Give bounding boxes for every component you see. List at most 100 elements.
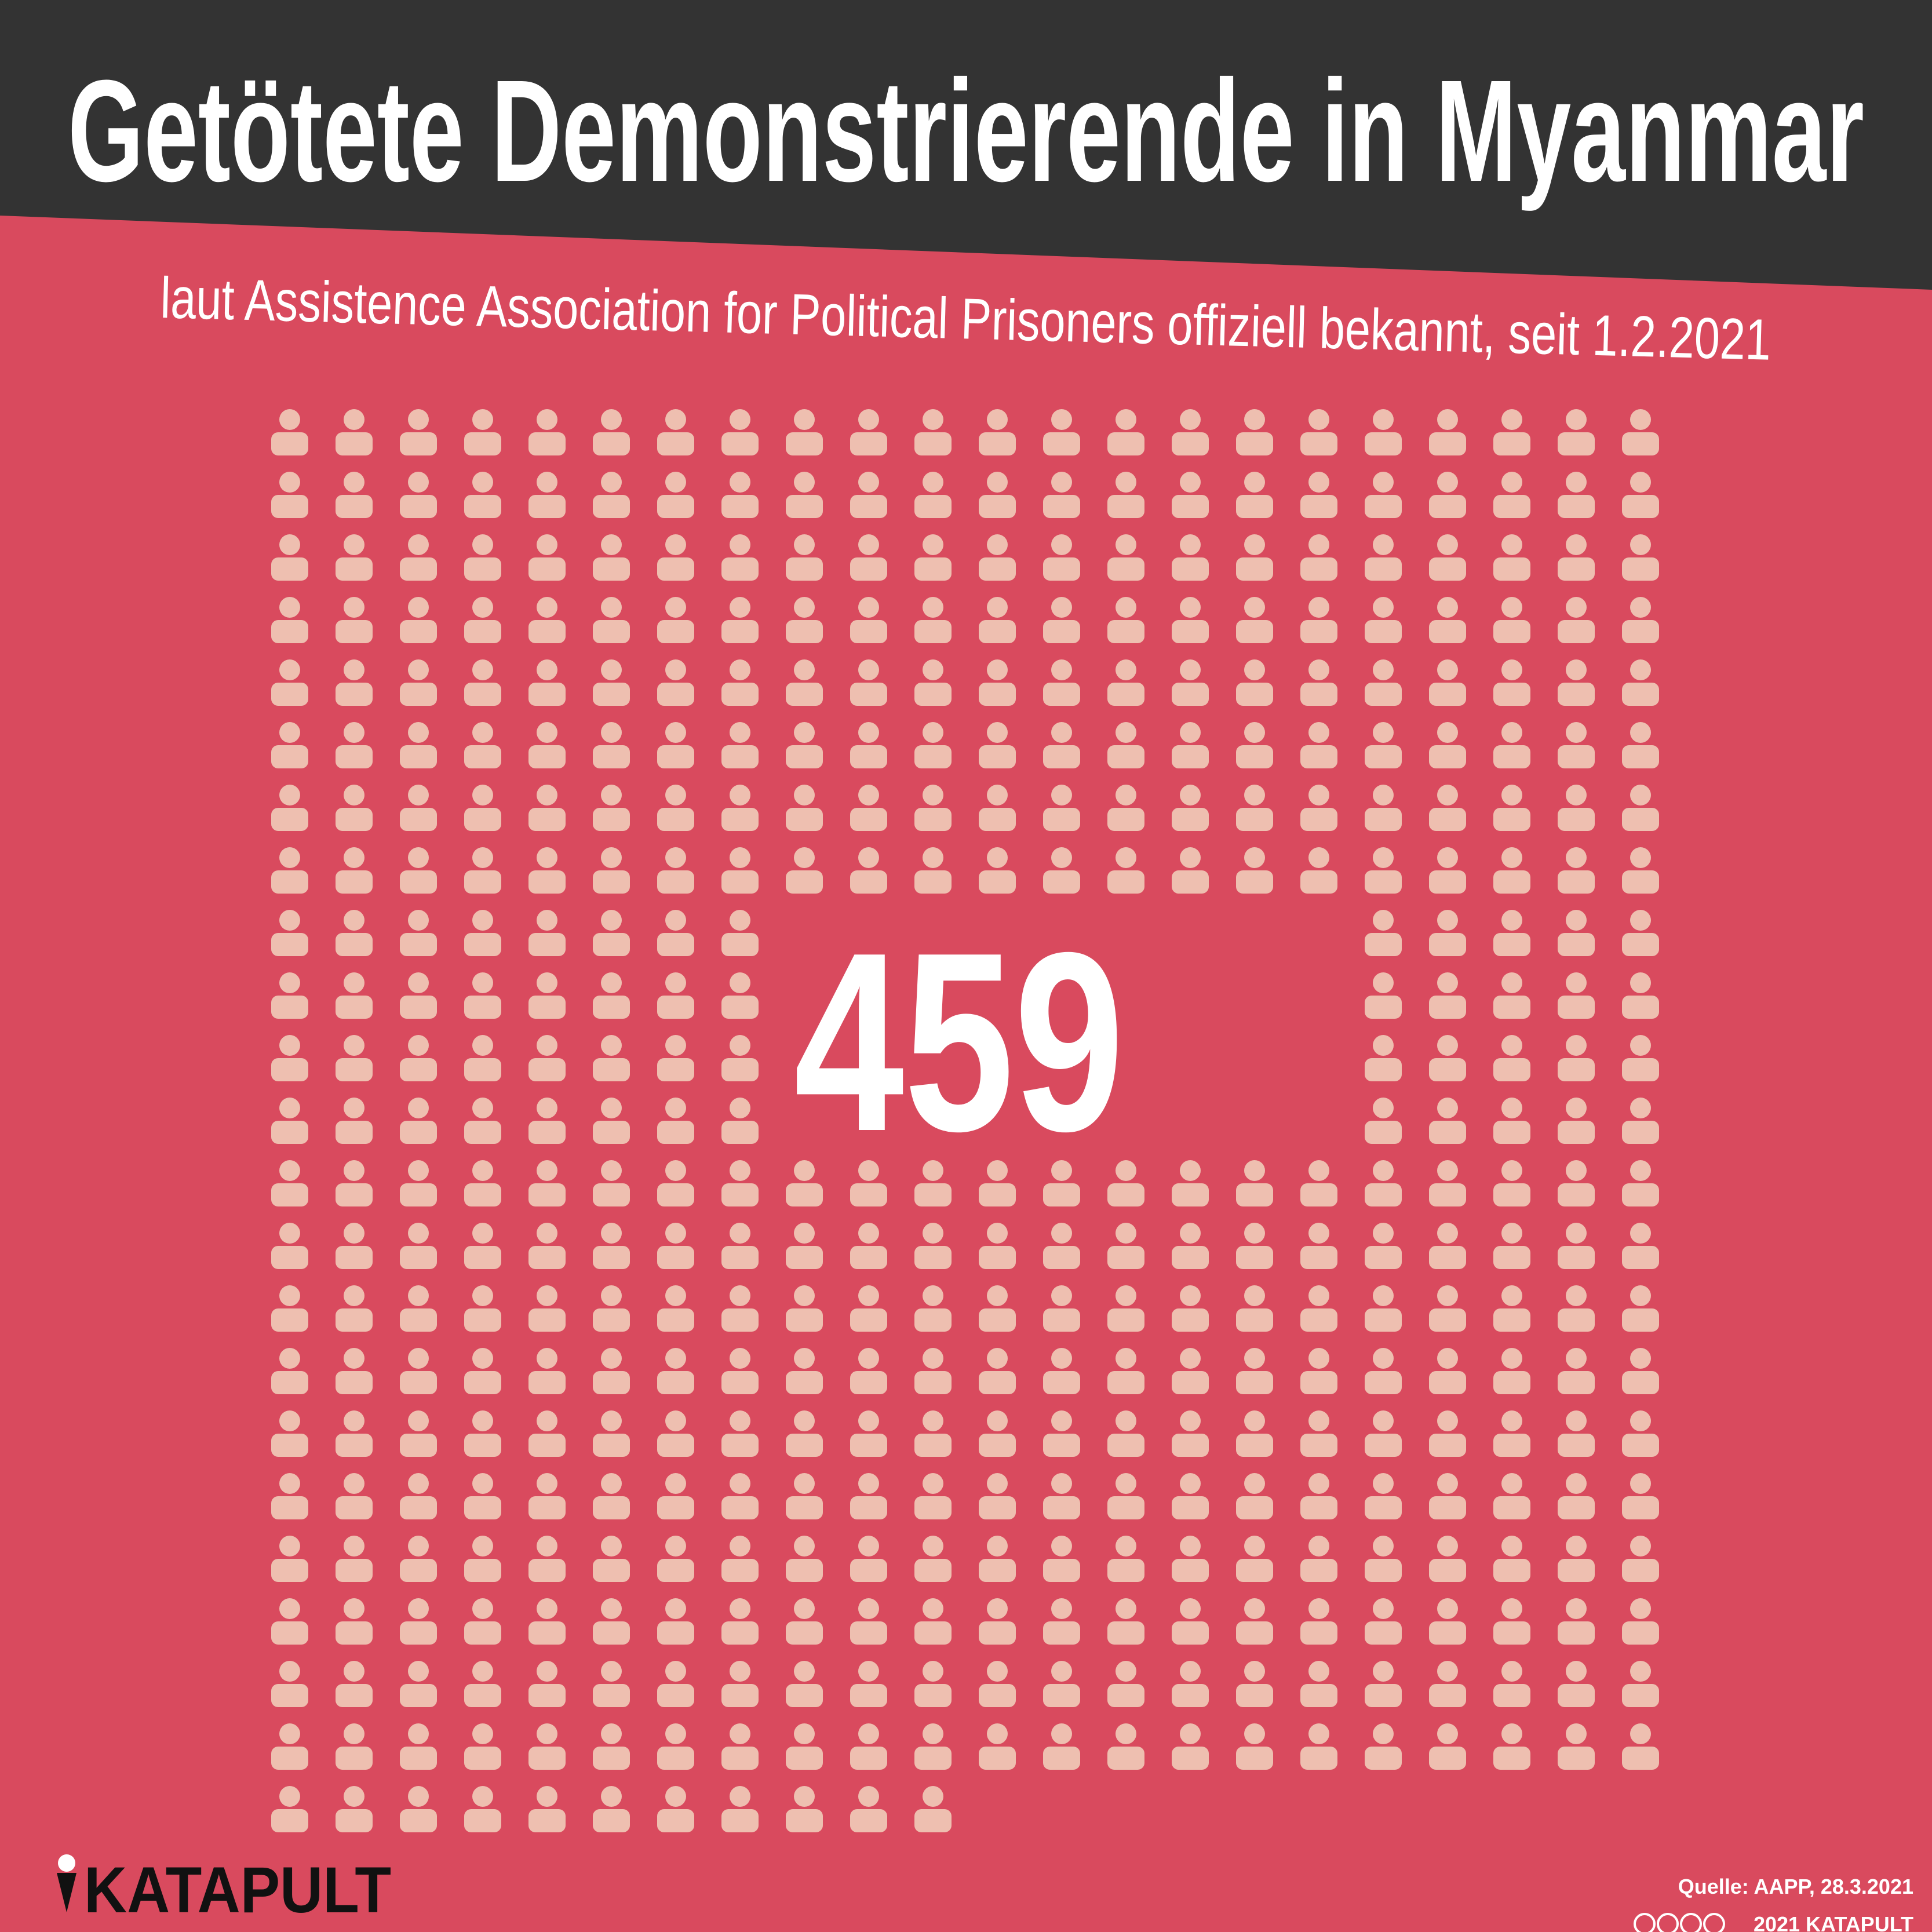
person-icon xyxy=(271,1661,308,1707)
person-body xyxy=(721,432,759,455)
person-icon xyxy=(464,972,501,1019)
person-icon xyxy=(1365,1536,1402,1582)
person-body xyxy=(400,1058,437,1081)
person-head xyxy=(1180,1410,1201,1431)
person-head xyxy=(1437,1536,1458,1556)
person-body xyxy=(1236,808,1273,831)
person-head xyxy=(923,1723,943,1744)
person-head xyxy=(279,597,300,618)
person-head xyxy=(537,534,557,555)
person-icon xyxy=(400,1348,437,1394)
person-head xyxy=(1437,1598,1458,1619)
person-head xyxy=(1180,785,1201,805)
person-body xyxy=(1622,1621,1659,1645)
person-icon xyxy=(1622,1098,1659,1144)
person-head xyxy=(601,1348,622,1369)
person-icon xyxy=(1622,910,1659,956)
person-icon xyxy=(1429,785,1466,831)
person-head xyxy=(601,659,622,680)
person-body xyxy=(528,745,566,768)
person-icon xyxy=(271,1035,308,1081)
person-head xyxy=(344,1035,364,1056)
person-head xyxy=(1437,1473,1458,1494)
person-icon xyxy=(721,597,759,643)
person-head xyxy=(408,1786,429,1807)
person-icon xyxy=(786,1723,823,1770)
person-head xyxy=(794,472,815,493)
person-body xyxy=(1558,683,1595,706)
person-icon xyxy=(593,1035,630,1081)
person-body xyxy=(400,996,437,1019)
person-body xyxy=(400,1809,437,1832)
person-icon xyxy=(593,659,630,706)
person-icon xyxy=(1172,1160,1209,1206)
person-head xyxy=(794,1786,815,1807)
person-body xyxy=(721,1434,759,1457)
person-head xyxy=(923,1223,943,1244)
person-head xyxy=(601,1223,622,1244)
person-head xyxy=(408,847,429,868)
person-head xyxy=(1244,1223,1265,1244)
person-head xyxy=(1501,1536,1522,1556)
person-icon xyxy=(1365,1098,1402,1144)
person-body xyxy=(914,1684,952,1707)
person-icon xyxy=(1172,785,1209,831)
person-body xyxy=(1429,557,1466,581)
person-icon xyxy=(1236,1473,1273,1519)
source: Quelle: AAPP, 28.3.2021 xyxy=(1678,1875,1913,1898)
person-icon xyxy=(1236,1598,1273,1645)
person-head xyxy=(472,1285,493,1306)
person-body xyxy=(1558,1308,1595,1332)
person-icon xyxy=(657,1223,694,1269)
person-body xyxy=(914,1371,952,1394)
person-head xyxy=(1630,534,1651,555)
person-body xyxy=(1429,1684,1466,1707)
person-head xyxy=(601,1160,622,1181)
person-head xyxy=(1116,659,1136,680)
person-icon xyxy=(1236,472,1273,518)
person-head xyxy=(794,1723,815,1744)
person-body xyxy=(721,1371,759,1394)
person-body xyxy=(1493,870,1530,894)
person-head xyxy=(1308,1536,1329,1556)
person-body xyxy=(400,495,437,518)
person-body xyxy=(528,1809,566,1832)
person-icon xyxy=(528,785,566,831)
person-icon xyxy=(1493,1661,1530,1707)
person-body xyxy=(1558,1559,1595,1582)
person-icon xyxy=(271,409,308,455)
person-head xyxy=(472,1661,493,1682)
person-head xyxy=(665,722,686,743)
person-head xyxy=(1566,1536,1587,1556)
person-head xyxy=(665,1348,686,1369)
person-head xyxy=(537,1223,557,1244)
person-body xyxy=(400,1621,437,1645)
person-body xyxy=(336,1809,373,1832)
person-icon xyxy=(1558,972,1595,1019)
person-head xyxy=(344,972,364,993)
person-body xyxy=(850,1308,887,1332)
person-body xyxy=(1365,1058,1402,1081)
person-body xyxy=(850,1621,887,1645)
person-icon xyxy=(1300,1223,1337,1269)
person-icon xyxy=(1429,1723,1466,1770)
person-head xyxy=(1308,1473,1329,1494)
person-body xyxy=(1172,1621,1209,1645)
person-icon xyxy=(786,1348,823,1394)
person-body xyxy=(1429,1183,1466,1206)
person-body xyxy=(593,996,630,1019)
person-head xyxy=(858,472,879,493)
person-head xyxy=(279,1098,300,1118)
person-icon xyxy=(1043,472,1080,518)
person-icon xyxy=(528,534,566,581)
person-body xyxy=(593,1246,630,1269)
person-head xyxy=(1501,847,1522,868)
person-icon xyxy=(1493,597,1530,643)
person-body xyxy=(1622,996,1659,1019)
person-body xyxy=(1365,1121,1402,1144)
person-icon xyxy=(979,659,1016,706)
person-body xyxy=(1236,683,1273,706)
person-body xyxy=(1558,495,1595,518)
person-icon xyxy=(1429,597,1466,643)
person-icon xyxy=(1300,409,1337,455)
